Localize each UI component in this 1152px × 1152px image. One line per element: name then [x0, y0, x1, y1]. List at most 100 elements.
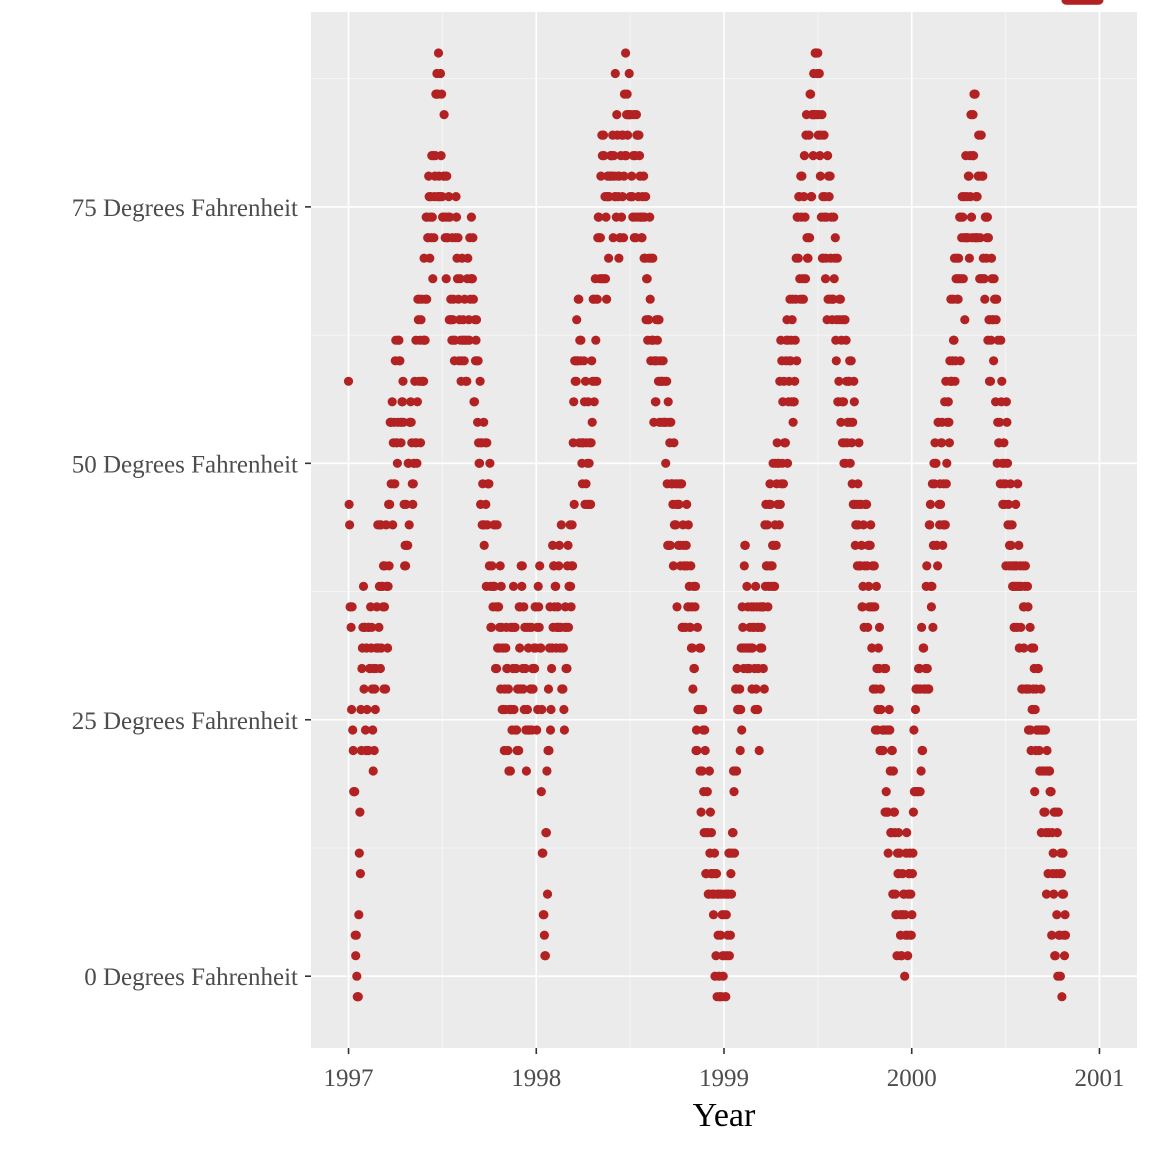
data-point: [514, 745, 524, 756]
data-point: [910, 704, 921, 715]
x-tick-label: 2000: [887, 1065, 937, 1092]
data-point: [940, 520, 950, 530]
data-point: [621, 48, 631, 58]
data-point: [455, 274, 465, 284]
data-point: [836, 417, 846, 427]
data-point: [384, 561, 394, 571]
data-point: [979, 274, 989, 284]
data-point: [665, 540, 675, 551]
data-point: [396, 438, 406, 448]
data-point: [608, 233, 618, 243]
data-point: [511, 663, 521, 674]
data-point: [569, 499, 579, 509]
data-point: [383, 581, 393, 592]
data-point: [569, 397, 579, 407]
data-point: [367, 622, 377, 633]
data-point: [600, 274, 611, 284]
data-point: [517, 561, 527, 571]
data-point: [770, 581, 780, 592]
data-point: [732, 766, 742, 776]
data-point: [916, 766, 926, 776]
y-axis: 0 Degrees Fahrenheit 25 Degrees Fahrenhei…: [72, 195, 311, 991]
data-point: [900, 910, 910, 920]
data-point: [908, 807, 919, 817]
data-point: [548, 540, 558, 551]
data-point: [729, 787, 739, 797]
data-point: [721, 992, 731, 1002]
data-point: [634, 151, 645, 161]
data-point: [690, 581, 701, 592]
data-point: [556, 520, 566, 530]
data-point: [394, 335, 404, 345]
data-point: [944, 438, 955, 448]
data-point: [610, 68, 620, 79]
y-tick-label: 75 Degrees Fahrenheit: [72, 195, 298, 222]
data-point: [353, 992, 363, 1002]
data-point: [354, 910, 364, 920]
data-point: [466, 212, 476, 222]
data-point: [599, 151, 609, 161]
data-point: [789, 397, 799, 407]
data-point: [572, 315, 582, 325]
data-point: [1034, 745, 1044, 756]
data-point: [692, 622, 703, 633]
data-point: [737, 725, 747, 735]
data-point: [917, 622, 927, 633]
data-point: [495, 561, 505, 571]
data-point: [726, 869, 736, 879]
data-point: [1025, 622, 1035, 633]
data-point: [496, 581, 506, 592]
data-point: [387, 397, 397, 407]
data-point: [906, 889, 916, 899]
data-point: [486, 622, 496, 633]
data-point: [696, 807, 706, 817]
data-point: [591, 335, 601, 345]
data-point: [674, 499, 684, 509]
data-point: [677, 479, 687, 489]
data-point: [436, 151, 446, 161]
data-point: [928, 622, 938, 633]
data-point: [732, 663, 742, 674]
data-point: [442, 171, 452, 181]
data-point: [825, 171, 835, 181]
data-point: [724, 951, 735, 961]
data-point: [875, 684, 886, 694]
data-point: [864, 581, 874, 592]
data-point: [902, 828, 912, 838]
data-point: [401, 499, 411, 509]
data-point: [469, 397, 480, 407]
data-point: [803, 253, 813, 263]
data-point: [554, 561, 564, 571]
data-point: [814, 68, 824, 79]
data-point: [589, 397, 599, 407]
data-point: [829, 274, 839, 284]
data-point: [848, 417, 858, 427]
data-point: [385, 499, 395, 509]
data-point: [404, 520, 414, 530]
data-point: [787, 315, 797, 325]
data-point: [735, 684, 745, 694]
data-point: [422, 294, 432, 304]
data-point: [721, 910, 731, 920]
data-point: [415, 438, 426, 448]
data-point: [536, 787, 546, 797]
data-point: [348, 725, 358, 735]
data-point: [539, 930, 550, 940]
data-point: [536, 643, 546, 653]
data-point: [696, 643, 706, 653]
data-point: [968, 110, 978, 120]
data-point: [690, 602, 700, 612]
data-point: [401, 561, 411, 571]
data-point: [627, 171, 637, 181]
x-axis-title: Year: [693, 1097, 756, 1134]
data-point: [774, 520, 784, 530]
data-point: [652, 335, 663, 345]
data-point: [518, 684, 528, 694]
data-point: [681, 540, 691, 551]
data-point: [845, 458, 855, 468]
data-point: [919, 643, 929, 653]
data-point: [888, 766, 899, 776]
data-point: [700, 745, 710, 756]
data-point: [1052, 828, 1062, 838]
data-point: [788, 417, 798, 427]
